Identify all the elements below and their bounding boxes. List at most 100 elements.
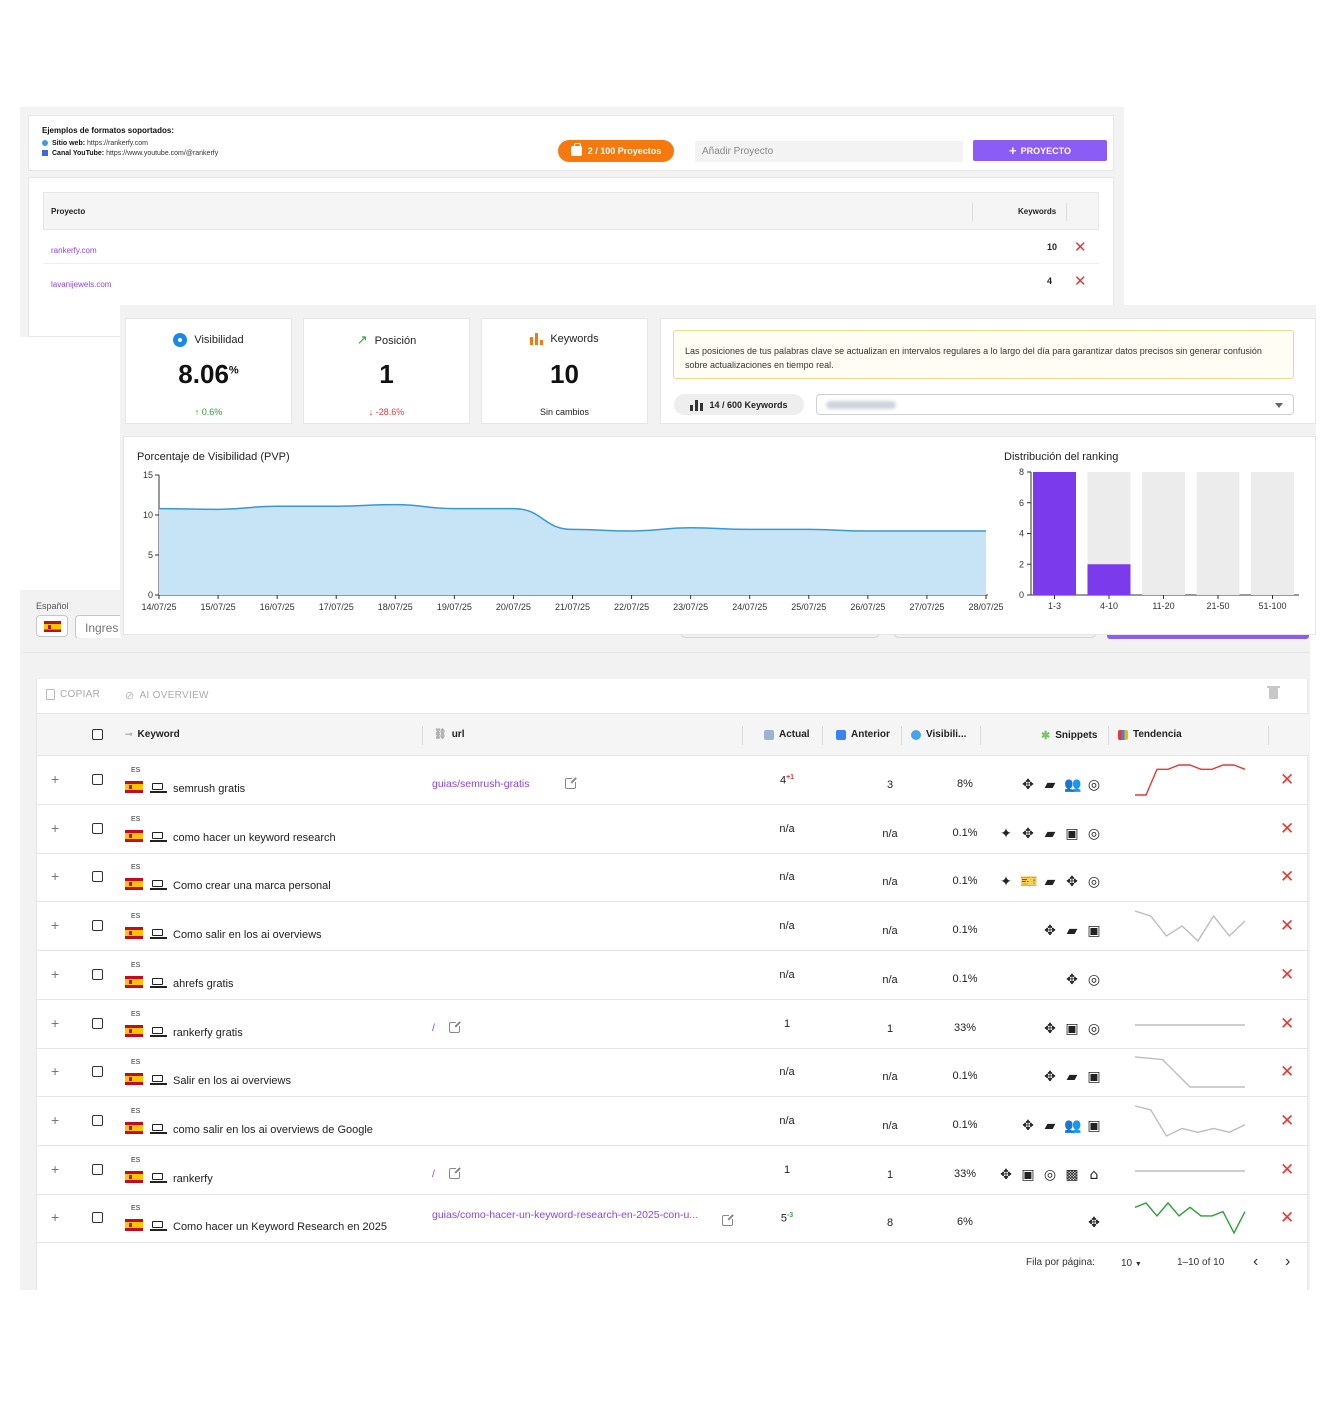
copy-button[interactable]: COPIAR	[46, 689, 100, 700]
expand-row-icon[interactable]: +	[51, 1014, 60, 1031]
row-checkbox[interactable]	[92, 1066, 103, 1078]
keyword-text: rankerfy gratis	[173, 1026, 243, 1039]
trend-line	[1134, 910, 1246, 943]
puzzle-icon: ✱	[1041, 730, 1051, 742]
keyword-visibility: 0.1%	[952, 924, 978, 937]
chatplus-icon: ▩	[1065, 1166, 1079, 1183]
filter-strip	[23, 638, 1310, 653]
external-link-icon[interactable]	[722, 1213, 735, 1227]
keyword-row: + ES como hacer un keyword research n/a n/a 0…	[37, 805, 1309, 854]
trend-sparkline	[1134, 1105, 1246, 1137]
delete-keyword-icon[interactable]: ✕	[1280, 1013, 1295, 1033]
prev-page-icon[interactable]: ‹	[1253, 1253, 1259, 1270]
expand-row-icon[interactable]: +	[51, 819, 60, 836]
expand-row-icon[interactable]: +	[51, 917, 60, 934]
add-project-button[interactable]: + PROYECTO	[973, 140, 1107, 161]
expand-row-icon[interactable]: +	[51, 1111, 60, 1128]
keyword-table-panel: COPIAR ⊘ AI OVERVIEW ⊸ Keyword ⛓ url Actua…	[36, 679, 1309, 1290]
project-select-value	[826, 401, 896, 409]
trend-line	[1134, 1202, 1246, 1235]
expand-row-icon[interactable]: +	[51, 1063, 60, 1080]
expand-row-icon[interactable]: +	[51, 771, 60, 787]
delete-keyword-icon[interactable]: ✕	[1280, 818, 1295, 838]
row-checkbox[interactable]	[92, 968, 103, 980]
keyword-url[interactable]: /	[432, 1167, 435, 1180]
external-link-icon[interactable]	[449, 1165, 463, 1179]
delete-project-icon[interactable]: ✕	[1074, 239, 1087, 256]
expand-row-icon[interactable]: +	[51, 965, 60, 982]
project-link[interactable]: rankerfy.com	[51, 246, 97, 255]
delete-keyword-icon[interactable]: ✕	[1280, 1159, 1295, 1179]
bookmark-icon	[42, 150, 48, 156]
col-snippets[interactable]: ✱ Snippets	[1041, 730, 1098, 742]
external-link-icon[interactable]	[449, 1019, 463, 1033]
desktop-icon	[150, 977, 167, 988]
keyword-url[interactable]: /	[432, 1021, 435, 1034]
y-tick-label: 0	[148, 590, 153, 600]
expand-row-icon[interactable]: +	[51, 1160, 60, 1177]
image-icon: ▣	[1021, 1166, 1035, 1183]
y-tick-label: 15	[143, 470, 153, 480]
radar-icon: ◎	[1087, 825, 1101, 842]
row-checkbox[interactable]	[92, 1163, 103, 1175]
ranking-bar-chart: 0 2 4 6 8 1-3 4-10 11-20 21-50 51-100	[1019, 467, 1299, 611]
row-checkbox[interactable]	[92, 1114, 103, 1126]
keyword-url[interactable]: guias/como-hacer-un-keyword-research-en-…	[432, 1209, 699, 1222]
y-tick-label: 2	[1019, 559, 1024, 569]
delete-keyword-icon[interactable]: ✕	[1280, 964, 1295, 984]
row-checkbox[interactable]	[92, 871, 103, 883]
image-icon: ▣	[1087, 1117, 1101, 1134]
row-checkbox[interactable]	[92, 920, 103, 932]
project-select[interactable]	[816, 394, 1294, 415]
language-select[interactable]	[36, 615, 68, 637]
delete-keyword-icon[interactable]: ✕	[1280, 916, 1295, 936]
keyword-visibility: 0.1%	[952, 826, 978, 839]
keyword-search-input[interactable]: Ingres	[75, 615, 121, 639]
delete-keyword-icon[interactable]: ✕	[1280, 1062, 1295, 1082]
language-label: Español	[36, 601, 69, 611]
add-project-input[interactable]: Añadir Proyecto	[695, 141, 963, 162]
keyword-url[interactable]: guias/semrush-gratis	[432, 778, 530, 790]
nav-icon: ✥	[1022, 1117, 1034, 1134]
col-actual[interactable]: Actual	[764, 729, 810, 740]
chat-icon: ▰	[1066, 923, 1078, 940]
position-label: Posición	[374, 334, 417, 347]
delete-keyword-icon[interactable]: ✕	[1280, 1110, 1295, 1130]
delete-project-icon[interactable]: ✕	[1074, 273, 1087, 290]
charts-card: Porcentaje de Visibilidad (PVP) Distribu…	[123, 436, 1316, 635]
y-tick-label: 5	[148, 550, 153, 560]
keyword-row: + ES Como crear una marca personal n/a n/a 0.…	[37, 853, 1309, 903]
expand-row-icon[interactable]: +	[51, 1209, 60, 1226]
language-code: ES	[131, 1059, 141, 1067]
row-checkbox[interactable]	[92, 774, 103, 785]
delete-keyword-icon[interactable]: ✕	[1280, 867, 1295, 887]
y-tick-label: 8	[1019, 467, 1024, 477]
col-url[interactable]: ⛓ url	[434, 729, 465, 740]
ai-overview-button[interactable]: ⊘ AI OVERVIEW	[125, 689, 209, 702]
rows-per-page-select[interactable]: 10 ▼	[1121, 1258, 1142, 1269]
filter-button[interactable]	[1107, 634, 1309, 639]
keyword-row: + ES Salir en los ai overviews n/a n/a 0.1% ✥ ▰…	[37, 1048, 1309, 1098]
expand-row-icon[interactable]: +	[51, 868, 60, 885]
col-anterior[interactable]: Anterior	[836, 729, 890, 740]
current-position: n/a	[779, 968, 795, 981]
next-page-icon[interactable]: ›	[1285, 1253, 1291, 1270]
select-all-checkbox[interactable]	[92, 729, 103, 740]
external-link-icon[interactable]	[565, 776, 578, 789]
col-visibility[interactable]: Visibili...	[911, 729, 966, 740]
x-tick-label: 18/07/25	[378, 602, 413, 612]
delete-keyword-icon[interactable]: ✕	[1280, 1208, 1295, 1228]
delete-selected-icon[interactable]	[1267, 686, 1280, 699]
keyword-visibility: 0.1%	[952, 1070, 978, 1083]
row-checkbox[interactable]	[92, 1212, 103, 1224]
language-code: ES	[131, 961, 141, 969]
nav-icon: ✥	[1022, 825, 1034, 842]
delete-keyword-icon[interactable]: ✕	[1280, 770, 1295, 789]
col-keyword[interactable]: ⊸ Keyword	[125, 729, 180, 740]
position-delta: +1	[786, 774, 795, 781]
language-code: ES	[131, 1156, 141, 1164]
col-trend[interactable]: Tendencia	[1118, 729, 1182, 740]
row-checkbox[interactable]	[92, 1017, 103, 1029]
project-link[interactable]: lavanijewels.com	[51, 280, 112, 289]
row-checkbox[interactable]	[92, 822, 103, 834]
